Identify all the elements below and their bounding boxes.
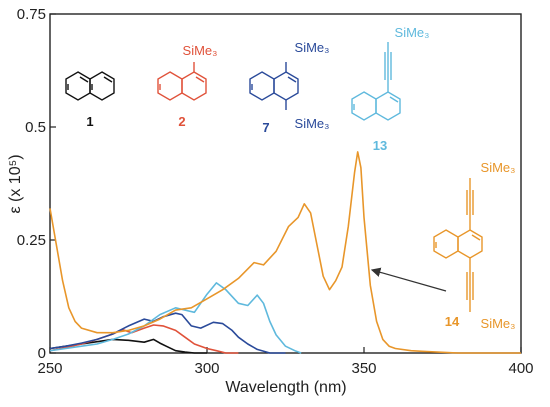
molecule-13-structure <box>351 42 401 121</box>
x-tick-label: 300 <box>194 360 219 377</box>
molecule-2-structure <box>157 62 207 101</box>
x-tick-label: 250 <box>37 360 62 377</box>
molecule-7-number: 7 <box>262 120 269 135</box>
axis-ticks: 250 300 350 400 0 0.25 0.5 0.75 <box>17 6 534 377</box>
molecule-1-structure <box>65 71 115 101</box>
molecule-14-number: 14 <box>445 314 460 329</box>
series-line-2 <box>49 324 239 354</box>
x-tick-label: 400 <box>508 360 533 377</box>
y-tick-label: 0.25 <box>17 232 46 249</box>
molecule-14-structure <box>433 178 483 312</box>
series-line-14 <box>49 151 521 354</box>
molecule-7-top-substituent: SiMe₃ <box>295 40 330 55</box>
molecule-14-top-substituent: SiMe₃ <box>481 160 516 175</box>
molecule-7-structure <box>249 62 299 110</box>
series-layer <box>49 151 521 354</box>
molecule-2-substituent: SiMe₃ <box>183 43 218 58</box>
y-tick-label: 0.75 <box>17 6 46 23</box>
y-axis-title: ε (x 10⁵) <box>7 154 24 213</box>
annotation-arrow <box>370 267 447 292</box>
y-tick-label: 0 <box>38 345 46 362</box>
x-tick-label: 350 <box>351 360 376 377</box>
molecule-2-number: 2 <box>178 114 185 129</box>
molecule-13-number: 13 <box>373 138 387 153</box>
molecule-14-bottom-substituent: SiMe₃ <box>481 316 516 331</box>
y-tick-label: 0.5 <box>25 119 46 136</box>
molecule-13-substituent: SiMe₃ <box>395 25 430 40</box>
series-line-7 <box>49 312 286 354</box>
x-axis-title: Wavelength (nm) <box>225 379 346 396</box>
series-line-13 <box>49 282 302 354</box>
molecule-7-bottom-substituent: SiMe₃ <box>295 116 330 131</box>
molecule-1-number: 1 <box>86 114 93 129</box>
